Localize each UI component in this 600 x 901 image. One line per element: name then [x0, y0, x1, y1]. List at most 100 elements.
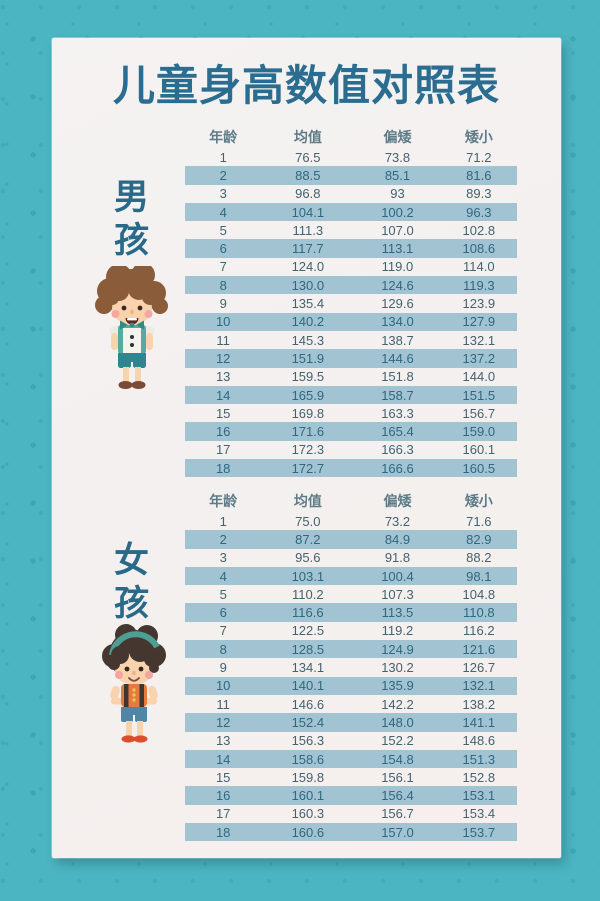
table-header-row: 年龄 均值 偏矮 矮小 [185, 126, 517, 148]
table-row: 10 140.1 135.9 132.1 [185, 676, 517, 695]
below-average-cell: 152.2 [381, 733, 414, 749]
below-average-cell: 119.2 [381, 623, 414, 639]
boy-illustration [95, 266, 168, 389]
short-cell: 132.1 [462, 332, 496, 348]
short-cell: 153.1 [462, 788, 496, 804]
mean-cell: 158.6 [291, 751, 325, 767]
below-average-cell: 165.4 [381, 424, 414, 440]
age-cell: 3 [219, 186, 227, 202]
mean-cell: 159.8 [291, 769, 325, 785]
mean-cell: 145.3 [291, 332, 325, 348]
mean-cell: 95.6 [295, 550, 321, 566]
age-cell: 16 [215, 788, 231, 804]
mean-cell: 75.0 [295, 513, 321, 529]
age-cell: 14 [215, 751, 231, 767]
short-cell: 126.7 [462, 660, 496, 676]
below-average-cell: 158.7 [381, 387, 414, 403]
mean-cell: 134.1 [291, 660, 325, 676]
age-cell: 9 [219, 296, 227, 312]
below-average-cell: 166.6 [381, 460, 414, 476]
short-cell: 108.6 [462, 241, 496, 257]
age-cell: 13 [215, 369, 231, 385]
table-row: 3 96.8 93 89.3 [185, 185, 517, 203]
age-cell: 18 [215, 460, 231, 476]
below-average-cell: 100.2 [381, 204, 414, 220]
table-row: 17 160.3 156.7 153.4 [185, 805, 517, 823]
mean-cell: 110.2 [292, 586, 324, 602]
mean-cell: 172.7 [291, 460, 325, 476]
short-cell: 116.2 [463, 623, 495, 639]
age-cell: 1 [219, 149, 227, 165]
table-row: 5 110.2 107.3 104.8 [185, 585, 517, 603]
mean-cell: 140.1 [291, 678, 325, 694]
table-row: 18 172.7 166.6 160.5 [185, 459, 517, 478]
below-average-cell: 144.6 [381, 350, 414, 366]
mean-cell: 152.4 [291, 714, 325, 730]
short-cell: 114.0 [463, 259, 495, 275]
table-row: 18 160.6 157.0 153.7 [185, 823, 517, 842]
age-cell: 8 [219, 277, 227, 293]
short-cell: 88.2 [466, 550, 492, 566]
mean-cell: 103.1 [291, 568, 325, 584]
short-cell: 152.8 [462, 769, 496, 785]
table-header-row: 年龄 均值 偏矮 矮小 [185, 490, 517, 512]
mean-cell: 171.6 [291, 424, 325, 440]
age-cell: 12 [215, 350, 231, 366]
table-row: 4 104.1 100.2 96.3 [185, 202, 517, 222]
table-row: 6 117.7 113.1 108.6 [185, 239, 517, 258]
short-cell: 148.6 [462, 733, 496, 749]
boy-outfit [110, 320, 154, 368]
short-cell: 144.0 [462, 369, 496, 385]
col-header-age: 年龄 [209, 493, 238, 509]
below-average-cell: 156.1 [381, 769, 414, 785]
short-cell: 81.6 [466, 167, 492, 183]
age-cell: 16 [215, 424, 231, 440]
mean-cell: 160.6 [291, 824, 325, 840]
mean-cell: 124.0 [291, 259, 325, 275]
col-header-short: 矮小 [464, 129, 493, 145]
col-header-mean: 均值 [293, 129, 322, 145]
table-row: 9 135.4 129.6 123.9 [185, 294, 517, 312]
short-cell: 153.4 [462, 806, 496, 822]
mean-cell: 151.9 [291, 350, 325, 366]
table-row: 3 95.6 91.8 88.2 [185, 549, 517, 567]
girls-section-label: 女孩 [109, 541, 148, 627]
short-cell: 153.7 [462, 824, 496, 840]
age-cell: 5 [219, 586, 227, 602]
age-cell: 11 [216, 332, 230, 348]
below-average-cell: 124.9 [381, 641, 414, 657]
table-row: 8 130.0 124.6 119.3 [185, 276, 517, 295]
girl-headband [109, 631, 160, 656]
short-cell: 132.1 [462, 678, 496, 694]
age-cell: 17 [215, 442, 231, 458]
boy-fringe [105, 278, 158, 305]
table-row: 15 159.8 156.1 152.8 [185, 768, 517, 786]
mean-cell: 160.3 [291, 806, 325, 822]
below-average-cell: 107.0 [381, 222, 414, 238]
mean-cell: 130.0 [291, 277, 325, 293]
mean-cell: 156.3 [291, 733, 325, 749]
col-header-below-average: 偏矮 [383, 129, 412, 145]
girl-fringe [108, 640, 160, 673]
short-cell: 119.3 [463, 277, 495, 293]
height-table-boys: 年龄 均值 偏矮 矮小 1 76.5 73.8 71.2 [185, 126, 517, 478]
short-cell: 121.6 [462, 641, 496, 657]
boys-section-label: 男孩 [109, 178, 148, 264]
below-average-cell: 73.8 [384, 149, 411, 165]
mean-cell: 116.6 [292, 605, 324, 621]
short-cell: 110.8 [463, 605, 495, 621]
below-average-cell: 113.1 [381, 241, 414, 257]
short-cell: 104.8 [462, 586, 496, 602]
table-row: 16 160.1 156.4 153.1 [185, 786, 517, 805]
table-row: 2 88.5 85.1 81.6 [185, 166, 517, 185]
short-cell: 96.3 [466, 204, 492, 220]
below-average-cell: 129.6 [381, 296, 414, 312]
below-average-cell: 134.0 [381, 314, 414, 330]
below-average-cell: 85.1 [384, 167, 411, 183]
below-average-cell: 157.0 [381, 824, 414, 840]
below-average-cell: 119.0 [381, 259, 414, 275]
age-cell: 11 [216, 696, 230, 712]
table-row: 5 111.3 107.0 102.8 [185, 221, 517, 239]
age-cell: 18 [215, 824, 231, 840]
age-cell: 10 [215, 314, 231, 330]
